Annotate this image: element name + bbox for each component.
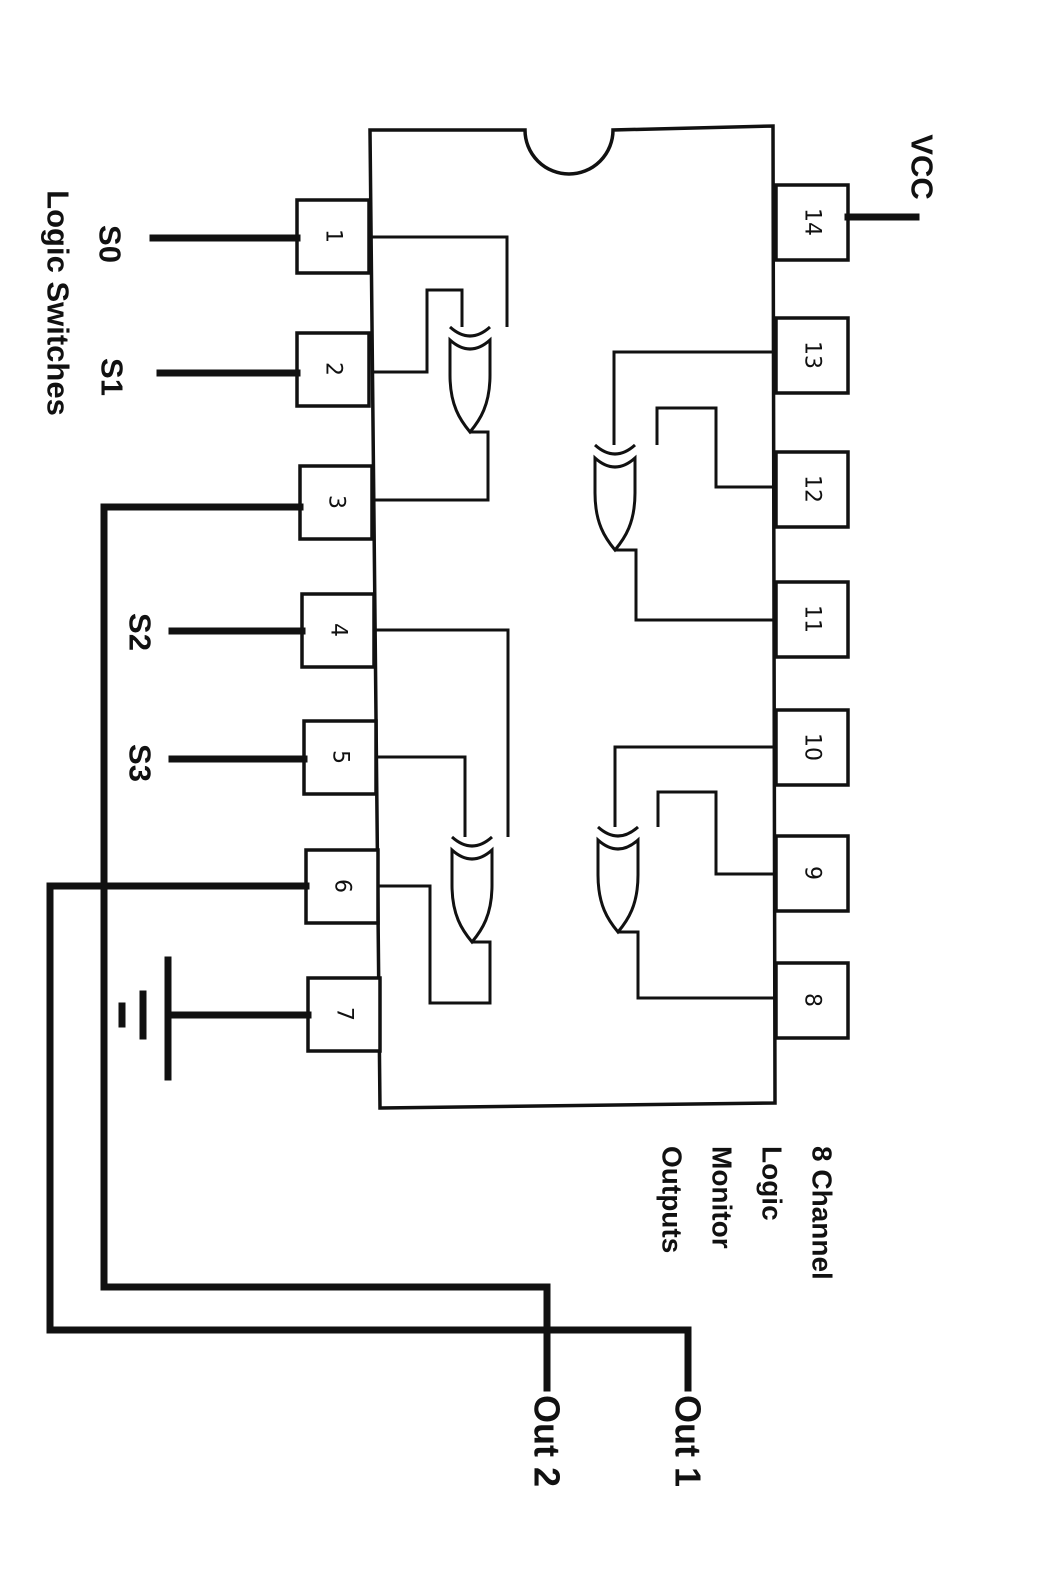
pin-3: [298, 464, 374, 541]
vcc-label: VCC: [905, 134, 940, 199]
out1-label: Out 1: [668, 1395, 709, 1487]
pin-11: [774, 580, 850, 659]
pin-13: [774, 316, 850, 395]
pin-number-1: 1: [321, 229, 346, 243]
pin-6: [304, 848, 380, 925]
pin-4: [300, 592, 376, 669]
pin-14: [774, 183, 850, 262]
pin-number-12: 12: [800, 475, 825, 503]
pin-number-2: 2: [321, 362, 346, 376]
pin-number-11: 11: [800, 605, 825, 633]
s0-label: S0: [93, 225, 128, 263]
pin-number-4: 4: [326, 623, 351, 637]
pin-number-8: 8: [800, 993, 825, 1007]
right-pins: [774, 183, 850, 1040]
monitor-label-line-3: Monitor: [707, 1146, 738, 1249]
left-pins: [295, 198, 382, 1053]
pin-numbers: 1 2 3 4 5 6 7 14 13 12 11 10 9 8: [321, 208, 825, 1021]
pin-12: [774, 450, 850, 529]
monitor-label-line-2: Logic: [757, 1146, 788, 1221]
internal-wiring: [372, 235, 776, 1005]
monitor-label-line-4: Outputs: [657, 1146, 688, 1253]
s3-label: S3: [123, 744, 158, 782]
pin-number-10: 10: [800, 733, 825, 761]
logic-switches-label: Logic Switches: [41, 190, 76, 416]
pin-number-7: 7: [332, 1007, 357, 1021]
pin-8: [774, 961, 850, 1040]
pin-number-3: 3: [324, 495, 349, 509]
pin-number-14: 14: [800, 208, 825, 236]
s2-label: S2: [123, 613, 158, 651]
pin-number-5: 5: [328, 750, 353, 764]
ground-icon: [118, 956, 172, 1081]
out2-label: Out 2: [527, 1395, 568, 1487]
s1-label: S1: [95, 358, 130, 396]
external-wiring: [46, 213, 920, 1392]
pin-number-6: 6: [330, 879, 355, 893]
pin-1: [295, 198, 371, 275]
monitor-label-line-1: 8 Channel: [807, 1146, 838, 1280]
pin-7: [306, 976, 382, 1053]
pin-9: [774, 834, 850, 913]
pin-number-9: 9: [800, 866, 825, 880]
labels: VCC S0 S1 Logic Switches S2 S3 8 Channel…: [41, 134, 940, 1487]
pin-number-13: 13: [800, 341, 825, 369]
